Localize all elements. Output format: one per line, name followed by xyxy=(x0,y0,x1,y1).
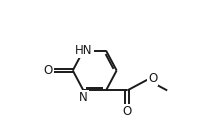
Text: O: O xyxy=(123,105,132,118)
Text: O: O xyxy=(44,64,53,77)
Text: HN: HN xyxy=(75,44,93,57)
Text: N: N xyxy=(79,91,88,104)
Text: O: O xyxy=(148,72,157,85)
